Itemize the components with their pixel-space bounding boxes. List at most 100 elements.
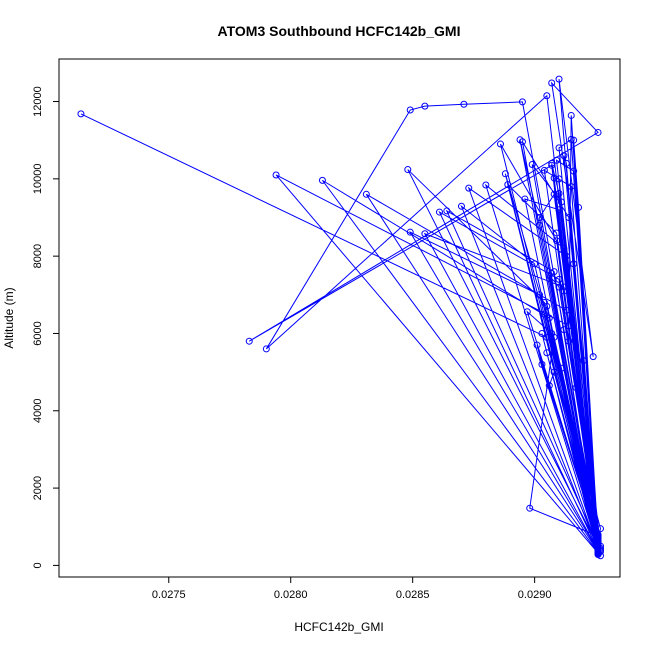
data-point bbox=[545, 314, 553, 322]
data-point bbox=[579, 357, 587, 365]
data-point bbox=[545, 382, 553, 390]
data-point bbox=[543, 333, 551, 341]
data-point bbox=[318, 176, 326, 184]
data-point bbox=[545, 271, 553, 279]
y-tick-label: 8000 bbox=[32, 244, 44, 268]
data-point bbox=[560, 152, 568, 160]
data-point bbox=[553, 237, 561, 245]
data-point bbox=[589, 353, 597, 361]
data-point bbox=[533, 341, 541, 349]
y-tick-label: 12000 bbox=[32, 86, 44, 117]
data-point bbox=[565, 337, 573, 345]
data-point bbox=[557, 364, 565, 372]
data-point bbox=[555, 175, 563, 183]
data-point bbox=[528, 161, 536, 169]
data-point bbox=[460, 100, 468, 108]
data-point bbox=[594, 128, 602, 136]
series-layer bbox=[77, 75, 604, 560]
data-point bbox=[562, 252, 570, 260]
data-point bbox=[550, 268, 558, 276]
data-point bbox=[406, 106, 414, 114]
y-tick-label: 4000 bbox=[32, 399, 44, 423]
data-point bbox=[567, 183, 575, 191]
data-point bbox=[404, 166, 412, 174]
data-point bbox=[465, 184, 473, 192]
data-point bbox=[526, 504, 534, 512]
data-point bbox=[543, 302, 551, 310]
data-point bbox=[406, 228, 414, 236]
x-tick-label: 0.0280 bbox=[274, 589, 308, 601]
data-point bbox=[518, 98, 526, 106]
x-axis-label: HCFC142b_GMI bbox=[294, 620, 383, 634]
data-point bbox=[553, 229, 561, 237]
data-point bbox=[536, 213, 544, 221]
data-point bbox=[538, 360, 546, 368]
y-axis-label: Altitude (m) bbox=[2, 287, 16, 348]
y-tick-label: 0 bbox=[32, 562, 44, 568]
data-point bbox=[496, 140, 504, 148]
data-point bbox=[523, 308, 531, 316]
data-point bbox=[538, 329, 546, 337]
data-point bbox=[501, 170, 509, 178]
y-tick-label: 6000 bbox=[32, 321, 44, 345]
data-point bbox=[555, 275, 563, 283]
data-point bbox=[362, 190, 370, 198]
data-point bbox=[550, 174, 558, 182]
x-tick-label: 0.0285 bbox=[396, 589, 430, 601]
data-point bbox=[570, 167, 578, 175]
data-point bbox=[457, 202, 465, 210]
data-point bbox=[540, 166, 548, 174]
data-point bbox=[272, 171, 280, 179]
y-axis: 0 2000 4000 6000 8000 10000 12000 bbox=[32, 86, 60, 568]
data-point bbox=[518, 138, 526, 146]
data-point bbox=[540, 310, 548, 318]
chart-title: ATOM3 Southbound HCFC142b_GMI bbox=[218, 23, 461, 39]
data-point bbox=[543, 92, 551, 100]
data-point bbox=[504, 181, 512, 189]
data-point bbox=[570, 260, 578, 268]
data-point bbox=[555, 190, 563, 198]
data-point bbox=[565, 322, 573, 330]
x-tick-label: 0.0290 bbox=[518, 589, 552, 601]
data-point bbox=[531, 260, 539, 268]
data-point bbox=[596, 525, 604, 533]
data-point bbox=[560, 244, 568, 252]
data-point bbox=[560, 283, 568, 291]
data-point bbox=[555, 283, 563, 291]
data-point bbox=[548, 79, 556, 87]
x-axis: 0.0275 0.0280 0.0285 0.0290 bbox=[152, 576, 552, 601]
data-point bbox=[570, 136, 578, 144]
data-point bbox=[562, 159, 570, 167]
data-point bbox=[550, 349, 558, 357]
data-point bbox=[536, 291, 544, 299]
data-point bbox=[594, 530, 602, 538]
data-point bbox=[572, 384, 580, 392]
data-point bbox=[555, 206, 563, 214]
data-point bbox=[245, 337, 253, 345]
data-point bbox=[421, 230, 429, 238]
data-point bbox=[565, 213, 573, 221]
series-0 bbox=[77, 75, 604, 560]
data-point bbox=[436, 208, 443, 216]
data-point bbox=[548, 159, 556, 167]
y-tick-label: 10000 bbox=[32, 164, 44, 195]
y-tick-label: 2000 bbox=[32, 476, 44, 500]
data-point bbox=[421, 102, 429, 110]
data-point bbox=[550, 190, 558, 198]
data-point bbox=[567, 111, 575, 119]
data-point bbox=[550, 368, 558, 376]
data-point bbox=[555, 75, 563, 83]
x-tick-label: 0.0275 bbox=[152, 589, 186, 601]
data-point bbox=[553, 156, 561, 164]
data-point bbox=[543, 349, 551, 357]
data-point bbox=[562, 306, 570, 314]
data-point bbox=[548, 161, 556, 169]
data-point bbox=[262, 345, 270, 353]
data-point bbox=[557, 198, 565, 206]
data-point bbox=[575, 203, 583, 211]
data-point bbox=[536, 221, 544, 229]
data-point bbox=[555, 144, 563, 152]
data-point bbox=[521, 195, 529, 203]
